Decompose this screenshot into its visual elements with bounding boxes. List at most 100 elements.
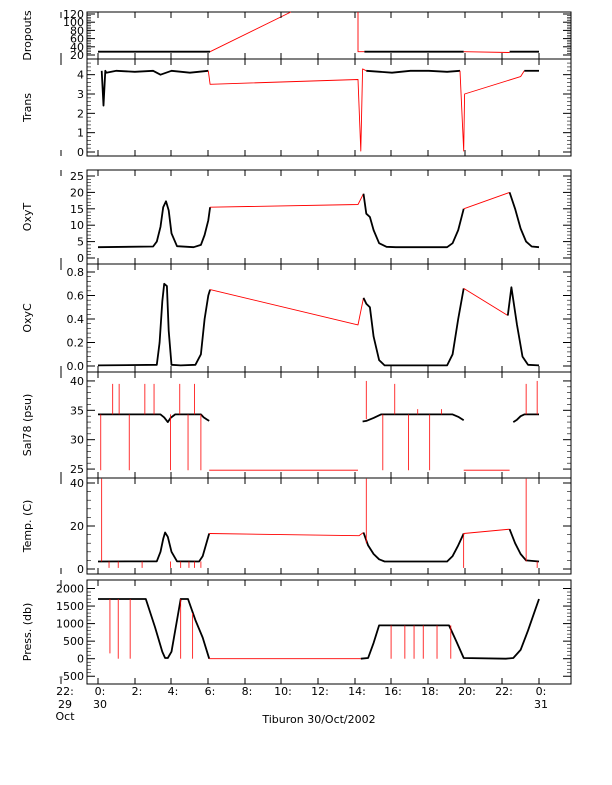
panel-oxyt: 0 5 10 15 20 25 OxyT (21, 169, 572, 265)
y-tick-label: 100 (63, 16, 84, 29)
data-series (360, 598, 540, 660)
panel-frame (86, 371, 572, 479)
y-tick-label: 35 (70, 404, 84, 417)
y-tick-label: 40 (70, 477, 84, 490)
data-series (97, 200, 211, 249)
panel-frame (86, 169, 572, 265)
y-tick-label: 20 (70, 520, 84, 533)
y-tick-label: 3 (77, 88, 84, 101)
panel-sal78-psu: 25 30 35 40 Sal78 (psu) (21, 371, 572, 479)
x-date-label: 29 (58, 698, 72, 711)
gap-segment (357, 12, 365, 53)
y-tick-label: 1000 (56, 618, 84, 631)
y-tick-label: 2 (77, 107, 84, 120)
y-axis-label: Temp. (C) (21, 500, 34, 554)
y-tick-label: 30 (70, 434, 84, 447)
x-tick-label: 16: (384, 685, 402, 698)
data-series (98, 413, 210, 424)
y-tick-label: 4 (77, 69, 84, 82)
y-tick-label: 0 (77, 146, 84, 159)
gap-segment (209, 11, 292, 53)
x-tick-label: 22: (56, 685, 74, 698)
data-series (97, 531, 211, 563)
y-axis-label: Sal78 (psu) (21, 394, 34, 457)
y-axis-label: Press. (db) (21, 603, 34, 662)
x-tick-label: 14: (348, 685, 366, 698)
y-tick-label: 2000 (56, 583, 84, 596)
y-tick-label: 120 (63, 8, 84, 21)
y-tick-label: 0.8 (67, 266, 85, 279)
gap-segment (210, 193, 364, 208)
panel-temp-c: 0 20 40 Temp. (C) (21, 477, 572, 576)
gap-segment (463, 288, 509, 316)
x-tick-label: 0: (536, 685, 547, 698)
y-tick-label: 0 (77, 252, 84, 265)
data-series (508, 192, 540, 249)
y-tick-label: 15 (70, 203, 84, 216)
x-tick-label: 2: (132, 685, 143, 698)
x-tick-label: 4: (168, 685, 179, 698)
y-tick-label: 500 (63, 635, 84, 648)
y-tick-label: 20 (70, 186, 84, 199)
data-series (100, 69, 209, 107)
y-tick-label: 10 (70, 219, 84, 232)
y-tick-label: 25 (70, 463, 84, 476)
data-series (506, 286, 540, 367)
x-tick-label: 8: (242, 685, 253, 698)
y-tick-label: 60 (70, 33, 84, 46)
gap-segment (463, 191, 510, 210)
y-tick-label: 1 (77, 127, 84, 140)
data-series (366, 69, 461, 74)
y-tick-label: 40 (70, 41, 84, 54)
x-tick-label: 6: (205, 685, 216, 698)
y-tick-label: 40 (70, 375, 84, 388)
gap-segment (463, 51, 510, 53)
x-axis: 22: 0: 2: 4: 6: 8: 10: 12: 14: 16: 18: 20: 22: 0: 29Oc… (55, 685, 548, 723)
y-axis-label: Dropouts (21, 10, 34, 60)
y-axis-label: OxyC (21, 303, 34, 333)
y-tick-label: 0.0 (67, 360, 85, 373)
y-axis-label: Trans (21, 93, 34, 123)
x-tick-label: 10: (274, 685, 292, 698)
y-tick-label: 5 (77, 236, 84, 249)
panel-press-db: -500 0 500 1000 1500 2000 Press. (db) (21, 579, 572, 685)
x-date-label: Oct (55, 710, 75, 723)
y-tick-label: 0.4 (67, 313, 85, 326)
gap-segment (209, 532, 364, 537)
y-tick-label: 0.6 (67, 290, 85, 303)
x-tick-label: 12: (311, 685, 329, 698)
data-series (362, 193, 465, 249)
data-series (508, 528, 540, 563)
panel-frame (86, 58, 572, 157)
data-series (98, 598, 211, 659)
y-tick-label: 25 (70, 170, 84, 183)
chart-panels: 20406080100120Dropouts01234Trans05101520… (21, 8, 572, 685)
y-tick-label: 0 (77, 653, 84, 666)
y-tick-label: 20 (70, 49, 84, 62)
gap-segment (463, 528, 510, 534)
x-tick-label: 20: (458, 685, 476, 698)
x-tick-label: 0: (95, 685, 106, 698)
panel-frame (86, 477, 572, 575)
y-tick-label: 0 (77, 563, 84, 576)
y-tick-label: 80 (70, 24, 84, 37)
y-axis-label: OxyT (21, 203, 34, 232)
data-series (362, 288, 465, 367)
panel-frame (86, 579, 572, 685)
y-tick-label: -500 (59, 670, 84, 683)
data-series (362, 532, 465, 563)
data-series (97, 282, 211, 367)
gap-segment (459, 70, 525, 152)
x-date-label: 30 (93, 698, 107, 711)
x-tick-label: 22: (495, 685, 513, 698)
y-tick-label: 0.2 (67, 337, 85, 350)
y-tick-label: 1500 (56, 600, 84, 613)
data-series (362, 413, 465, 423)
gap-segment (207, 68, 367, 152)
x-date-label: 31 (534, 698, 548, 711)
panel-trans: 0 1 2 3 4 Trans (21, 58, 572, 159)
data-series (512, 413, 539, 423)
chart-caption: Tiburon 30/Oct/2002 (261, 713, 375, 726)
